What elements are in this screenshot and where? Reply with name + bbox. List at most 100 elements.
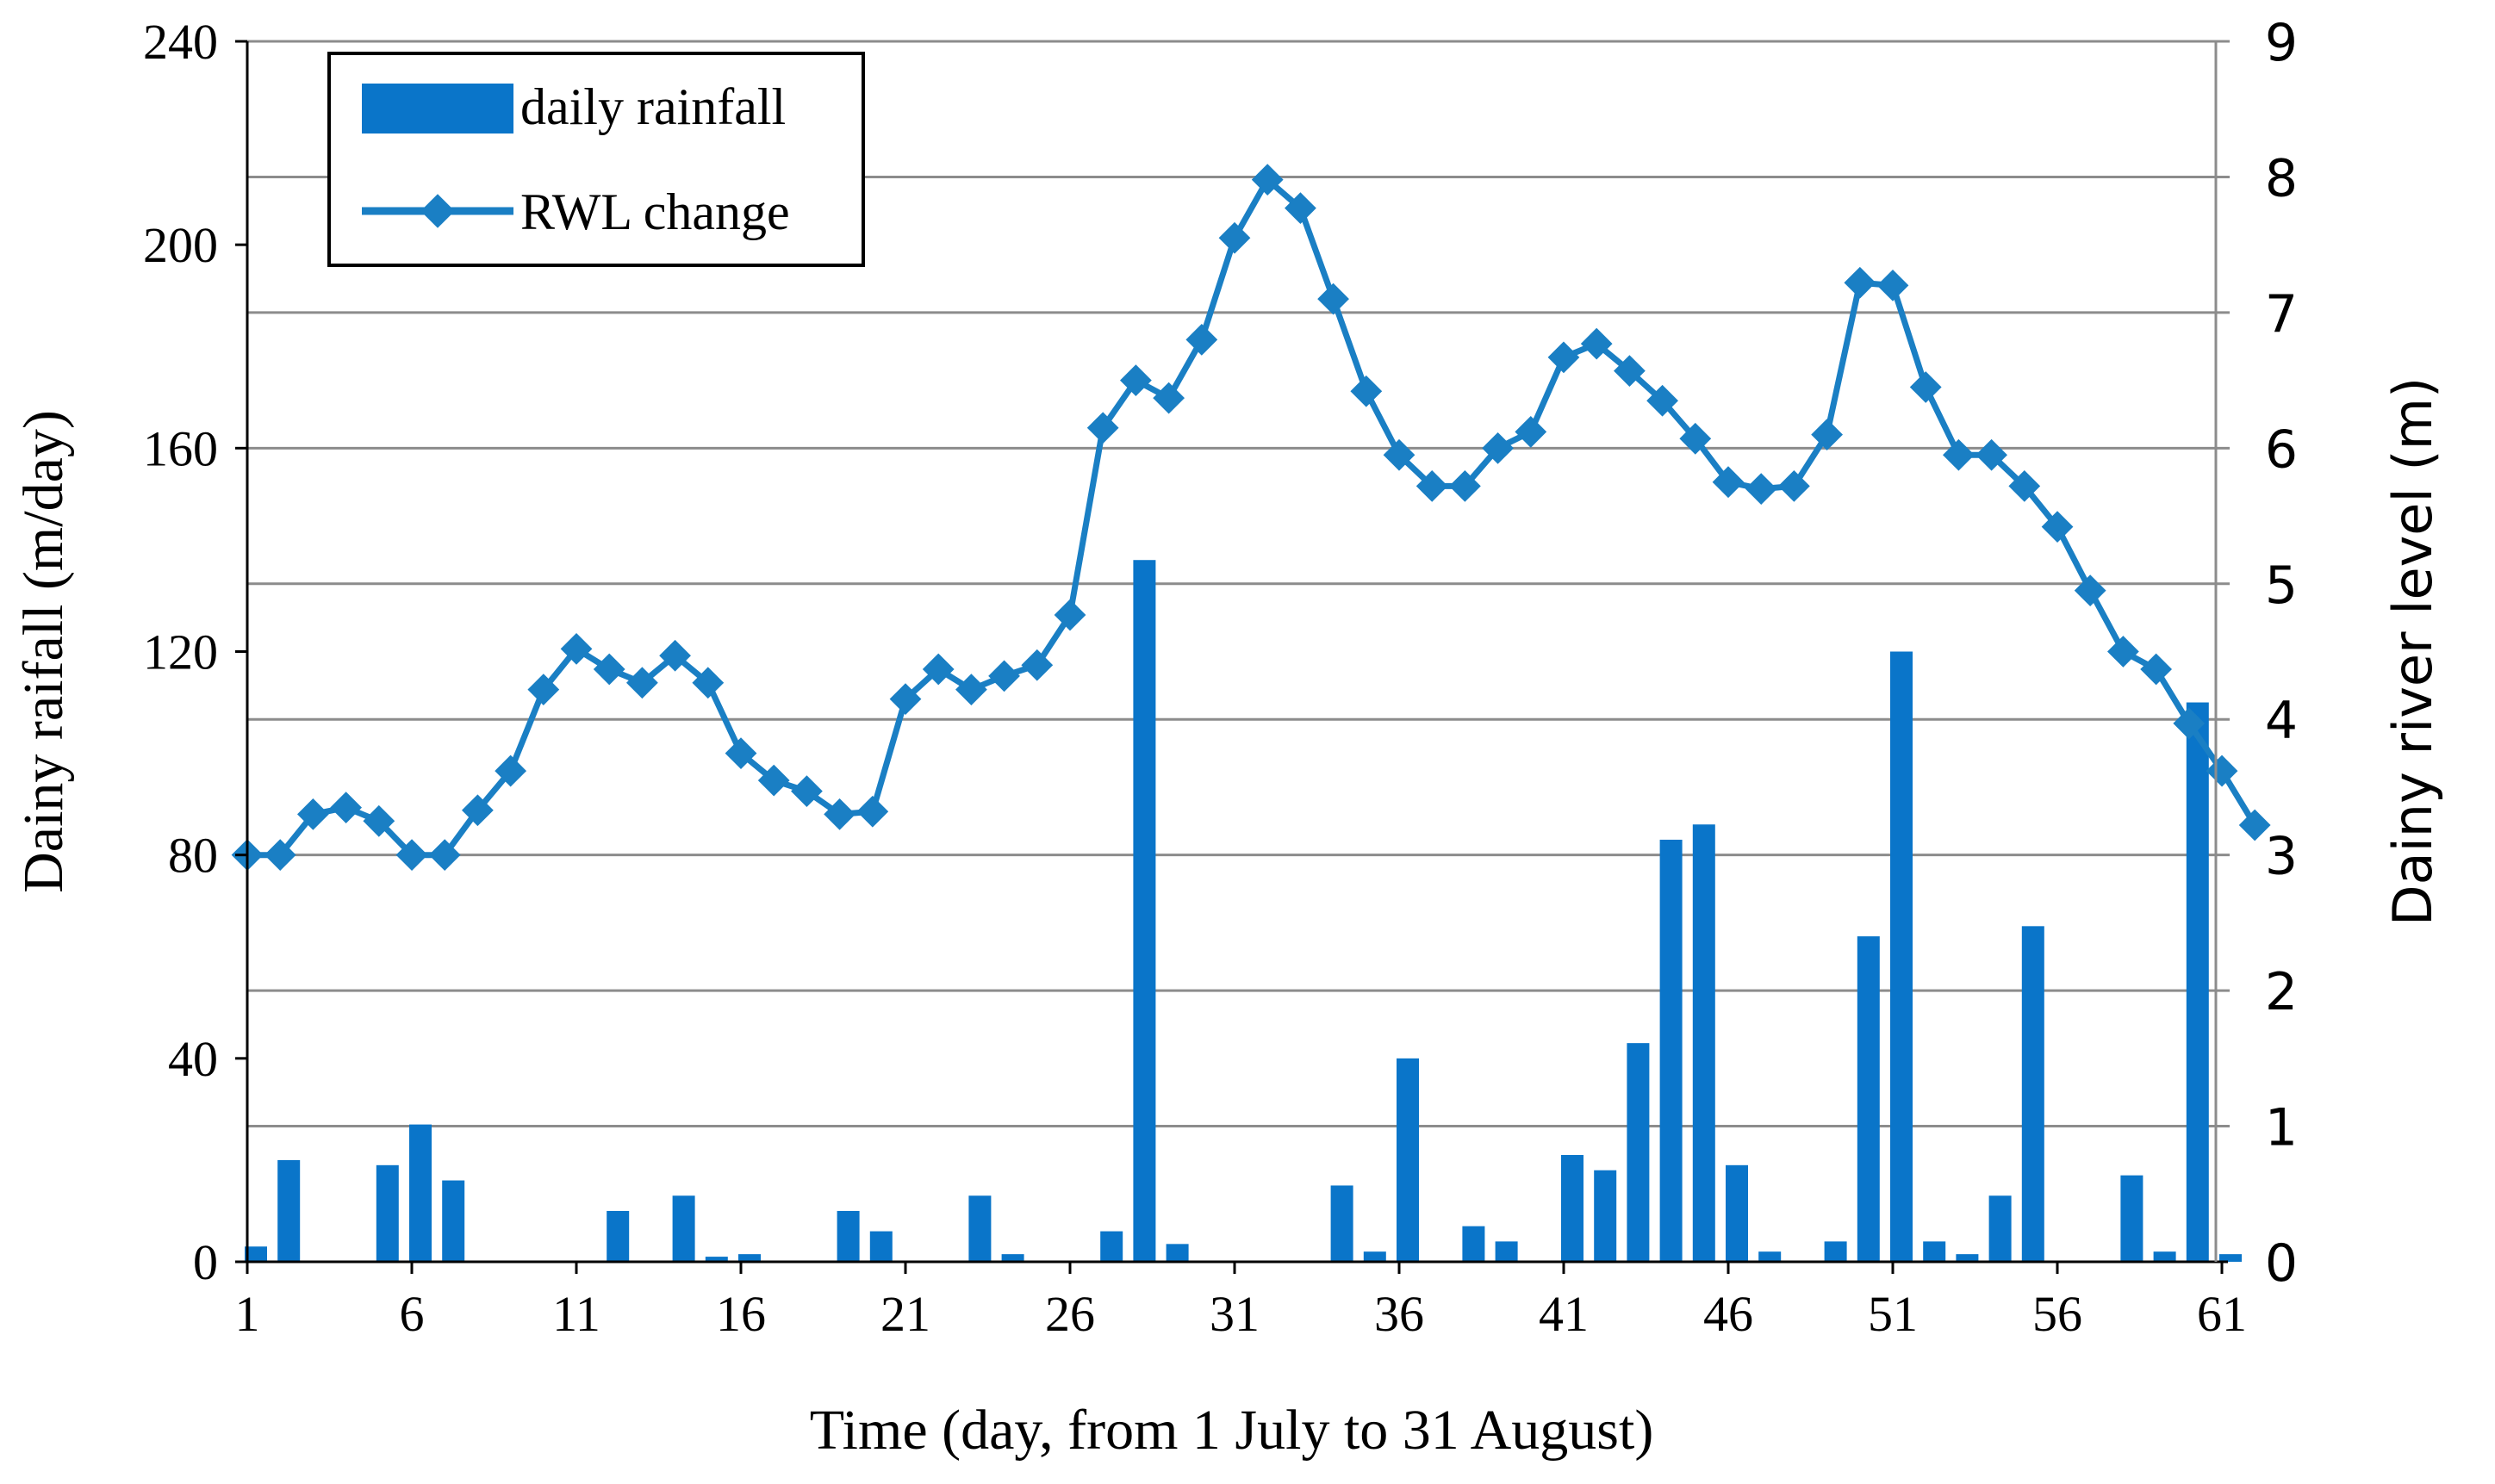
rainfall-bar xyxy=(1627,1043,1650,1262)
right-y-tick-label: 7 xyxy=(2265,284,2298,345)
rwl-point xyxy=(462,794,494,827)
rwl-point xyxy=(1415,470,1448,502)
rainfall-bar xyxy=(409,1124,432,1262)
rwl-point xyxy=(1218,221,1251,254)
left-y-tick-label: 0 xyxy=(193,1234,218,1290)
x-tick-label: 31 xyxy=(1210,1286,1260,1342)
rainfall-bar xyxy=(2186,702,2209,1262)
rainfall-bar xyxy=(2219,1254,2242,1262)
rwl-point xyxy=(1876,270,1909,301)
rainfall-bar xyxy=(245,1246,267,1262)
rwl-point xyxy=(296,798,329,830)
left-y-tick-label: 160 xyxy=(143,420,218,476)
rainfall-bar xyxy=(1001,1254,1024,1262)
rwl-point xyxy=(1383,438,1415,471)
rwl-point xyxy=(824,798,856,830)
rwl-point xyxy=(955,674,987,705)
x-tick-label: 16 xyxy=(716,1286,766,1342)
rainfall-bar xyxy=(1561,1155,1583,1262)
rainfall-bar xyxy=(1923,1241,1946,1262)
x-tick-label: 21 xyxy=(880,1286,930,1342)
x-tick-label: 11 xyxy=(552,1286,600,1342)
right-y-tick-label: 3 xyxy=(2265,827,2298,887)
rwl-point xyxy=(1515,416,1547,448)
right-y-tick-label: 1 xyxy=(2265,1098,2298,1158)
rainfall-bar xyxy=(1726,1164,1748,1262)
rwl-point xyxy=(2074,574,2106,607)
right-y-tick-label: 4 xyxy=(2265,691,2298,751)
rwl-point xyxy=(757,764,790,797)
x-tick-label: 46 xyxy=(1703,1286,1753,1342)
rainfall-bar xyxy=(738,1254,761,1262)
right-y-tick-label: 9 xyxy=(2265,13,2298,73)
x-tick-label: 1 xyxy=(235,1286,260,1342)
x-tick-label: 36 xyxy=(1374,1286,1424,1342)
left-y-tick-label: 80 xyxy=(168,828,218,884)
rainfall-bar xyxy=(607,1210,630,1262)
rwl-point xyxy=(1844,266,1876,299)
rainfall-bar xyxy=(1397,1058,1419,1262)
rwl-point xyxy=(1021,649,1054,681)
rainfall-bar xyxy=(837,1210,860,1262)
line-layer xyxy=(231,164,2271,872)
rainfall-bar xyxy=(1824,1241,1847,1262)
rwl-point xyxy=(495,754,527,787)
rwl-point xyxy=(2107,636,2139,667)
rwl-point xyxy=(527,674,560,705)
rwl-point xyxy=(725,737,757,769)
rainfall-bar xyxy=(1462,1226,1485,1262)
left-y-tick-label: 200 xyxy=(143,217,218,273)
rwl-point xyxy=(1614,355,1646,387)
rwl-point xyxy=(1317,283,1349,315)
rwl-point xyxy=(856,795,889,828)
x-axis-title: Time (day, from 1 July to 31 August) xyxy=(810,1399,1654,1462)
rainfall-bar xyxy=(2120,1175,2143,1262)
rwl-point xyxy=(330,792,363,823)
rainfall-bar xyxy=(968,1195,992,1262)
bar-layer xyxy=(245,560,2242,1262)
rainfall-bar xyxy=(672,1195,695,1262)
rwl-point xyxy=(1745,473,1777,505)
rainfall-bar xyxy=(376,1164,399,1262)
rainfall-bar xyxy=(869,1231,893,1262)
rwl-point xyxy=(2140,653,2173,686)
rainfall-bar xyxy=(1890,651,1913,1262)
right-y-tick-label: 5 xyxy=(2265,556,2298,616)
rainfall-bar xyxy=(277,1159,301,1262)
rwl-point xyxy=(988,660,1020,692)
axis-layer xyxy=(235,41,2228,1274)
rainfall-bar xyxy=(1363,1251,1386,1262)
rainfall-bar xyxy=(1330,1185,1353,1262)
rainfall-bar xyxy=(1988,1195,2012,1262)
rainfall-bar xyxy=(705,1257,728,1262)
right-y-tick-label: 8 xyxy=(2265,148,2298,208)
legend-bar-label: daily rainfall xyxy=(520,78,786,135)
right-y-tick-label: 2 xyxy=(2265,962,2298,1022)
right-y-tick-label: 6 xyxy=(2265,419,2298,480)
left-y-tick-label: 40 xyxy=(168,1031,218,1087)
x-tick-label: 56 xyxy=(2032,1286,2082,1342)
rwl-point xyxy=(889,683,922,715)
rwl-point xyxy=(922,653,955,686)
rainfall-bar xyxy=(2153,1251,2176,1262)
rwl-point xyxy=(428,839,461,872)
x-tick-label: 41 xyxy=(1539,1286,1589,1342)
rwl-point xyxy=(593,653,625,686)
x-tick-label: 51 xyxy=(1868,1286,1918,1342)
rwl-point xyxy=(1350,375,1383,407)
rainfall-bar xyxy=(1956,1254,1979,1262)
rwl-point xyxy=(1547,341,1580,374)
rainfall-bar xyxy=(2021,926,2044,1262)
rwl-line xyxy=(247,177,2258,859)
x-tick-label: 26 xyxy=(1045,1286,1095,1342)
rainfall-bar xyxy=(1692,824,1715,1262)
legend-bar-swatch xyxy=(362,84,513,133)
rainfall-bar xyxy=(1659,839,1683,1262)
rwl-point xyxy=(1975,438,2007,471)
rainfall-bar xyxy=(1594,1170,1617,1262)
rwl-point xyxy=(1054,599,1086,631)
rwl-point xyxy=(560,632,593,665)
